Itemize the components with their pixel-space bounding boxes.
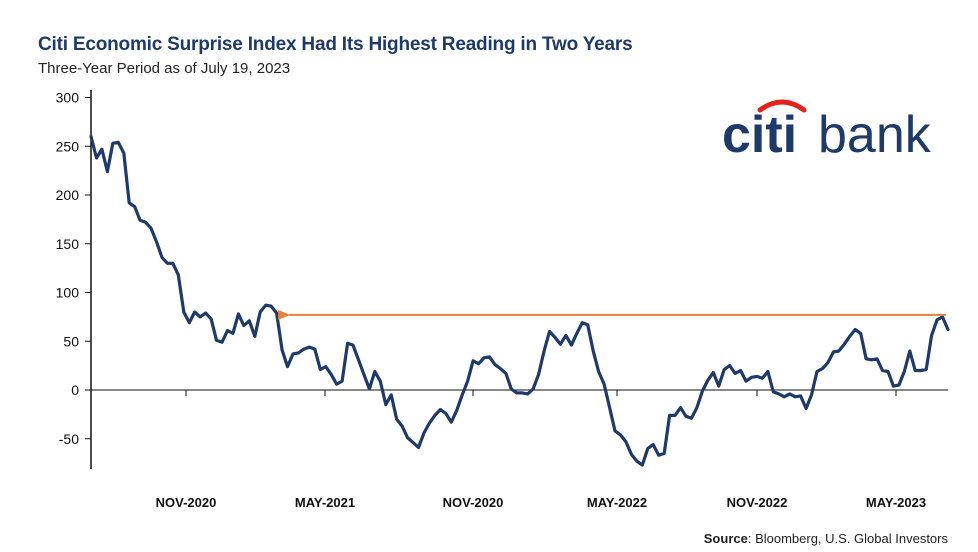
y-tick-label: 0 <box>71 382 79 398</box>
x-tick-label: NOV-2020 <box>156 495 217 510</box>
logo-text-bank: bank <box>818 106 932 158</box>
y-tick-label: 200 <box>56 187 80 203</box>
x-tick-label: NOV-2022 <box>727 495 788 510</box>
series-line <box>89 134 950 467</box>
chart-subtitle: Three-Year Period as of July 19, 2023 <box>38 60 291 77</box>
y-tick-label: 150 <box>56 236 80 252</box>
y-tick-label: 250 <box>56 138 80 154</box>
y-tick-label: -50 <box>59 431 79 447</box>
x-tick-label: NOV-2020 <box>443 495 504 510</box>
x-tick-label: MAY-2022 <box>587 495 647 510</box>
citibank-logo: citi bank <box>722 99 932 158</box>
logo-text-citi: citi <box>722 106 797 158</box>
y-tick-label: 300 <box>56 90 80 106</box>
source-text: : Bloomberg, U.S. Global Investors <box>747 531 948 546</box>
axes <box>90 90 948 469</box>
chart-title: Citi Economic Surprise Index Had Its Hig… <box>38 34 633 55</box>
citi-arc-icon <box>757 99 807 113</box>
x-tick-label: MAY-2023 <box>866 495 926 510</box>
series-layer <box>89 134 950 467</box>
y-tick-label: 100 <box>56 285 80 301</box>
y-tick-label: 50 <box>63 333 79 349</box>
y-axis-ticks: 300 250 200 150 100 50 0 -50 <box>56 90 91 447</box>
source-note: Source: Bloomberg, U.S. Global Investors <box>704 531 948 546</box>
x-tick-label: MAY-2021 <box>295 495 355 510</box>
x-axis-ticks: NOV-2020 MAY-2021 NOV-2020 MAY-2022 NOV-2022… <box>156 390 926 510</box>
source-label: Source <box>703 531 748 546</box>
